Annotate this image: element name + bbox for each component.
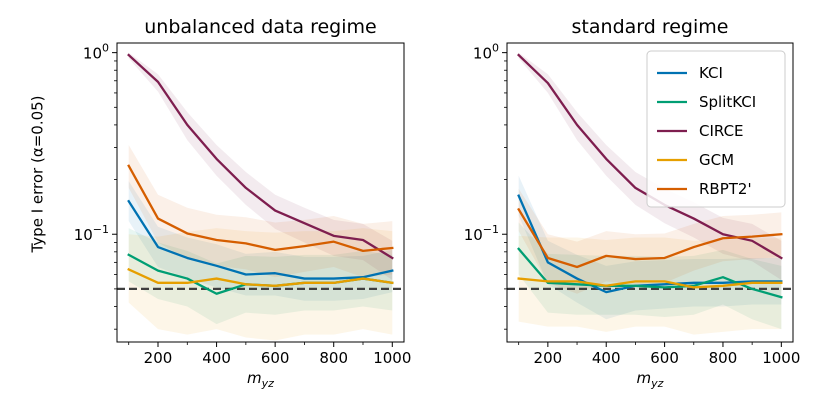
x-tick-label: 600 (261, 349, 290, 367)
x-tick-label: 400 (202, 349, 231, 367)
x-tick-label: 800 (319, 349, 348, 367)
legend: KCI SplitKCI CIRCE GCM RBPT2' (646, 50, 786, 208)
confidence-band-circe (128, 52, 393, 280)
x-tick-label: 400 (592, 349, 621, 367)
x-tick-label: 200 (144, 349, 173, 367)
series-line-kci (127, 199, 394, 280)
legend-label: GCM (699, 151, 734, 169)
confidence-band-kci (128, 181, 393, 301)
confidence-band-rbpt2 (128, 145, 393, 278)
legend-label: KCI (699, 64, 723, 82)
confidence-band-splitkci (128, 228, 393, 325)
confidence-band-splitkci (518, 222, 782, 330)
panel-title: standard regime (572, 16, 729, 38)
y-tick-label: 100 (473, 42, 499, 63)
y-tick-label: 10−1 (464, 223, 499, 244)
x-tick-label: 800 (709, 349, 738, 367)
legend-box (646, 50, 786, 208)
y-axis-label: Type I error (α=0.05) (29, 95, 47, 253)
x-tick-label: 200 (534, 349, 563, 367)
x-tick-label: 1000 (762, 349, 800, 367)
x-axis-label: myz (247, 369, 274, 390)
plot-area (117, 52, 404, 341)
series-line-circe (127, 53, 394, 260)
series-line-rbpt2 (517, 207, 783, 269)
x-tick-label: 1000 (373, 349, 411, 367)
series-line-splitkci (517, 247, 783, 299)
x-tick-label: 600 (650, 349, 679, 367)
confidence-band-rbpt2 (518, 188, 782, 294)
axes-frame (116, 42, 405, 343)
confidence-band-circe (518, 52, 782, 280)
legend-label: CIRCE (699, 122, 744, 140)
legend-label: RBPT2' (699, 180, 752, 198)
series-line-rbpt2 (127, 164, 394, 253)
series-line-gcm (127, 267, 394, 287)
panel-title: unbalanced data regime (144, 16, 376, 38)
axes-frame (506, 42, 794, 343)
plot-area (507, 52, 793, 335)
y-tick-label: 10−1 (74, 223, 109, 244)
panel-standard-regime: 200 400 600 800 1000 10−1 100 standard regime my… (464, 16, 801, 390)
y-tick-label: 100 (83, 42, 109, 63)
panel-unbalanced-regime: 200 400 600 800 1000 10−1 100 unbalanced data r… (74, 16, 412, 390)
series-line-gcm (517, 277, 783, 289)
x-axis-label: myz (637, 369, 664, 390)
legend-label: SplitKCI (699, 93, 756, 111)
